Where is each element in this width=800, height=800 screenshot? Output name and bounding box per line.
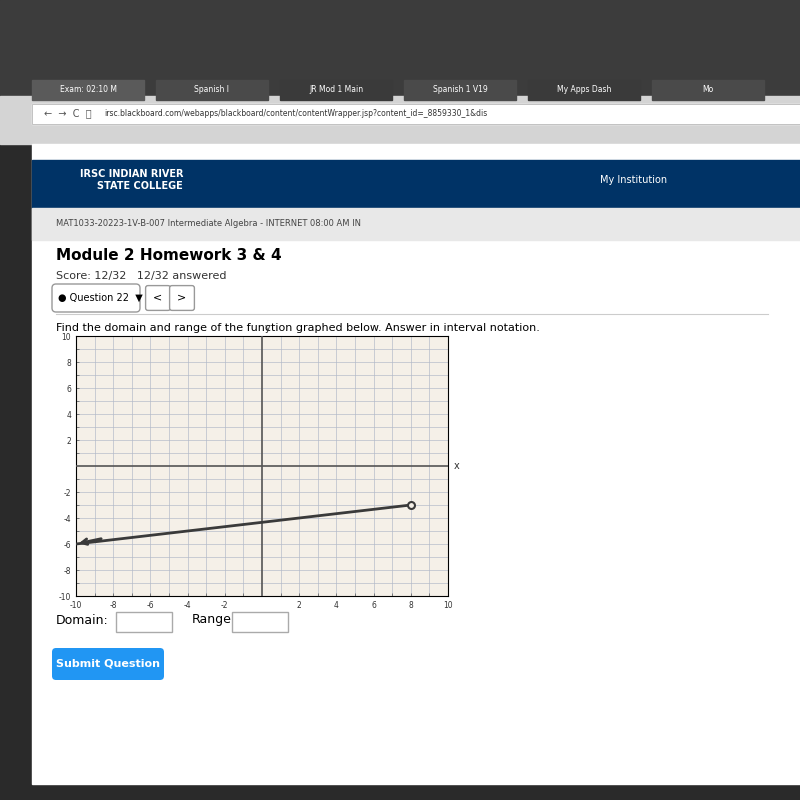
Bar [32, 144, 800, 784]
Text: Submit Question: Submit Question [56, 659, 160, 669]
Text: ● Question 22  ▼: ● Question 22 ▼ [58, 293, 142, 302]
Bar [156, 80, 268, 100]
Bar [32, 208, 800, 240]
Bar [0, 0, 800, 96]
Text: y: y [265, 323, 270, 334]
Text: Domain:: Domain: [56, 614, 109, 626]
Text: Score: 12/32   12/32 answered: Score: 12/32 12/32 answered [56, 271, 226, 281]
Bar [32, 80, 144, 100]
FancyBboxPatch shape [52, 648, 164, 680]
Bar [280, 80, 392, 100]
Text: Spanish 1 V19: Spanish 1 V19 [433, 85, 487, 94]
Bar [116, 612, 172, 632]
FancyBboxPatch shape [170, 286, 194, 310]
Text: Spanish I: Spanish I [194, 85, 230, 94]
Text: My Apps Dash: My Apps Dash [557, 85, 611, 94]
Text: ←  →  C  🔒: ← → C 🔒 [44, 109, 92, 118]
Bar [32, 160, 800, 208]
Text: My Institution: My Institution [600, 175, 667, 185]
Text: IRSC INDIAN RIVER
     STATE COLLEGE: IRSC INDIAN RIVER STATE COLLEGE [80, 170, 183, 190]
Text: Exam: 02:10 M: Exam: 02:10 M [59, 85, 117, 94]
Bar [0, 96, 800, 144]
Text: >: > [178, 293, 186, 302]
Bar [32, 104, 800, 124]
Text: JR Mod 1 Main: JR Mod 1 Main [309, 85, 363, 94]
Text: x: x [454, 461, 459, 471]
Text: Find the domain and range of the function graphed below. Answer in interval nota: Find the domain and range of the functio… [56, 323, 540, 333]
Bar [652, 80, 764, 100]
Text: Module 2 Homework 3 & 4: Module 2 Homework 3 & 4 [56, 249, 282, 263]
Text: MAT1033-20223-1V-B-007 Intermediate Algebra - INTERNET 08:00 AM IN: MAT1033-20223-1V-B-007 Intermediate Alge… [56, 219, 361, 229]
Bar [404, 80, 516, 100]
Bar [232, 612, 288, 632]
Text: <: < [154, 293, 162, 302]
FancyBboxPatch shape [52, 284, 140, 312]
Bar [32, 104, 800, 124]
Text: Range:: Range: [192, 614, 236, 626]
FancyBboxPatch shape [146, 286, 170, 310]
Bar [528, 80, 640, 100]
Text: Mo: Mo [702, 85, 714, 94]
Text: irsc.blackboard.com/webapps/blackboard/content/contentWrapper.jsp?content_id=_88: irsc.blackboard.com/webapps/blackboard/c… [104, 109, 487, 118]
